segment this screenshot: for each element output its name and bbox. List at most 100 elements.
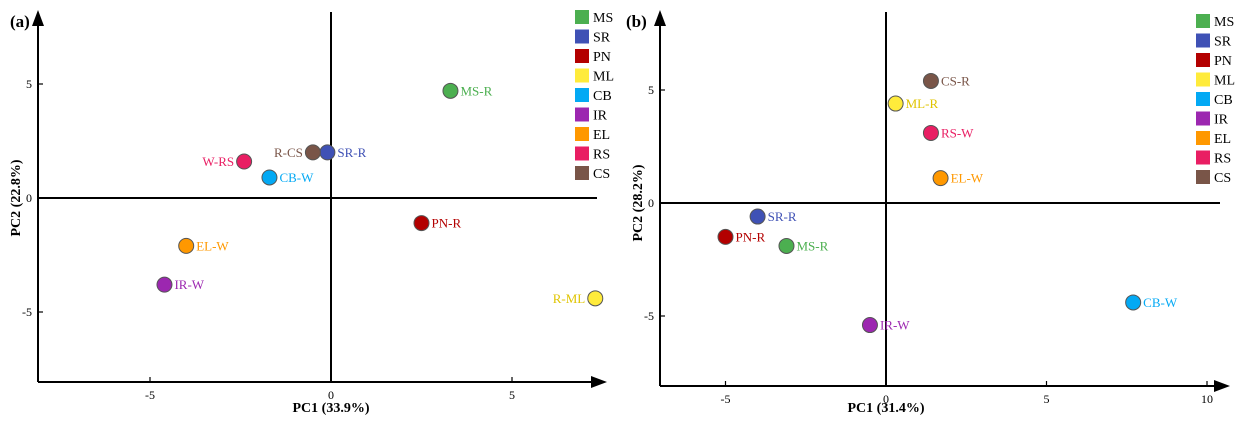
data-point <box>587 290 604 307</box>
legend-swatch <box>575 10 589 24</box>
y-tick-label: 0 <box>648 196 654 210</box>
data-point <box>413 215 430 232</box>
data-point <box>887 95 904 112</box>
data-point <box>156 276 173 293</box>
y-tick-label: 0 <box>26 191 32 205</box>
legend-label: SR <box>1214 35 1232 50</box>
legend-label: CB <box>593 89 612 104</box>
legend-swatch <box>575 88 589 102</box>
legend-label: EL <box>593 128 610 143</box>
legend-label: PN <box>593 50 611 65</box>
legend-label: CB <box>1214 93 1233 108</box>
legend-label: IR <box>593 109 608 124</box>
data-point <box>236 153 253 170</box>
data-point <box>778 237 795 254</box>
legend-swatch <box>575 68 589 83</box>
data-label: IR-W <box>174 277 204 292</box>
legend-swatch <box>575 49 589 63</box>
panel-label: (a) <box>10 12 30 31</box>
data-point <box>304 144 321 161</box>
legend-label: MS <box>1214 15 1234 30</box>
data-label: RS-W <box>941 125 974 140</box>
legend-label: SR <box>593 31 611 46</box>
legend: MS SR PN ML CB IR EL RS CS <box>575 10 614 182</box>
data-point <box>717 228 734 245</box>
x-axis-arrow-icon <box>1214 380 1230 392</box>
y-axis-label: PC2 (28.2%) <box>631 164 646 241</box>
y-axis-arrow-icon <box>32 10 44 26</box>
y-tick-label: -5 <box>644 309 654 323</box>
data-label: CB-W <box>1143 295 1178 310</box>
legend-swatch <box>1196 131 1210 145</box>
legend-swatch <box>1196 111 1210 126</box>
data-label: PN-R <box>432 216 462 231</box>
legend-swatch <box>1196 92 1210 106</box>
data-label: EL-W <box>951 171 984 186</box>
x-tick-label: -5 <box>721 392 731 406</box>
y-axis-label: PC2 (22.8%) <box>9 159 24 236</box>
data-label: MS-R <box>796 238 828 253</box>
data-label: R-ML <box>553 291 586 306</box>
legend-label: RS <box>1214 152 1231 167</box>
y-tick-label: 5 <box>648 83 654 97</box>
x-tick-label: 5 <box>509 388 515 402</box>
x-axis-label: PC1 (31.4%) <box>848 401 925 416</box>
data-label: CB-W <box>279 170 314 185</box>
data-label: PN-R <box>736 229 766 244</box>
legend: MS SR PN ML CB IR EL RS CS <box>1196 14 1235 186</box>
legend-swatch <box>1196 53 1210 67</box>
legend-label: CS <box>593 167 610 182</box>
data-point <box>932 170 949 187</box>
legend-swatch <box>575 146 589 161</box>
x-axis-arrow-icon <box>591 376 607 388</box>
data-label: IR-W <box>880 318 910 333</box>
data-point <box>922 72 939 89</box>
data-point <box>749 208 766 225</box>
legend-swatch <box>1196 33 1210 48</box>
chart-panel-a: (a) -5 0 5 -5 0 5 PC1 (33.9%) PC2 (22.8%) MS-R SR-… <box>9 10 614 416</box>
data-label: ML-R <box>906 96 939 111</box>
x-tick-label: 0 <box>883 392 889 406</box>
data-label: EL-W <box>196 238 229 253</box>
legend-label: RS <box>593 148 610 163</box>
data-label: SR-R <box>768 209 797 224</box>
y-tick-label: -5 <box>22 305 32 319</box>
data-label: SR-R <box>337 145 366 160</box>
legend-swatch <box>1196 72 1210 87</box>
legend-label: CS <box>1214 171 1231 186</box>
x-tick-label: 10 <box>1201 392 1213 406</box>
data-point <box>442 82 459 99</box>
y-tick-label: 5 <box>26 77 32 91</box>
data-label: R-CS <box>274 145 303 160</box>
y-axis-arrow-icon <box>654 10 666 26</box>
data-point <box>922 124 939 141</box>
legend-swatch <box>575 107 589 122</box>
data-point <box>178 237 195 254</box>
legend-swatch <box>1196 14 1210 28</box>
x-tick-label: 5 <box>1044 392 1050 406</box>
data-point <box>261 169 278 186</box>
legend-swatch <box>575 29 589 44</box>
data-point <box>319 144 336 161</box>
legend-label: ML <box>1214 74 1235 89</box>
legend-label: IR <box>1214 113 1229 128</box>
legend-swatch <box>575 127 589 141</box>
legend-label: EL <box>1214 132 1231 147</box>
data-point <box>861 317 878 334</box>
x-tick-label: 0 <box>328 388 334 402</box>
x-axis-label: PC1 (33.9%) <box>293 401 370 416</box>
legend-label: MS <box>593 11 613 26</box>
legend-label: ML <box>593 70 614 85</box>
x-tick-label: -5 <box>145 388 155 402</box>
data-label: CS-R <box>941 73 970 88</box>
data-label: MS-R <box>460 83 492 98</box>
legend-swatch <box>1196 170 1210 184</box>
data-point <box>1125 294 1142 311</box>
legend-swatch <box>1196 150 1210 165</box>
panel-label: (b) <box>626 12 647 31</box>
data-label: W-RS <box>202 154 234 169</box>
legend-swatch <box>575 166 589 180</box>
